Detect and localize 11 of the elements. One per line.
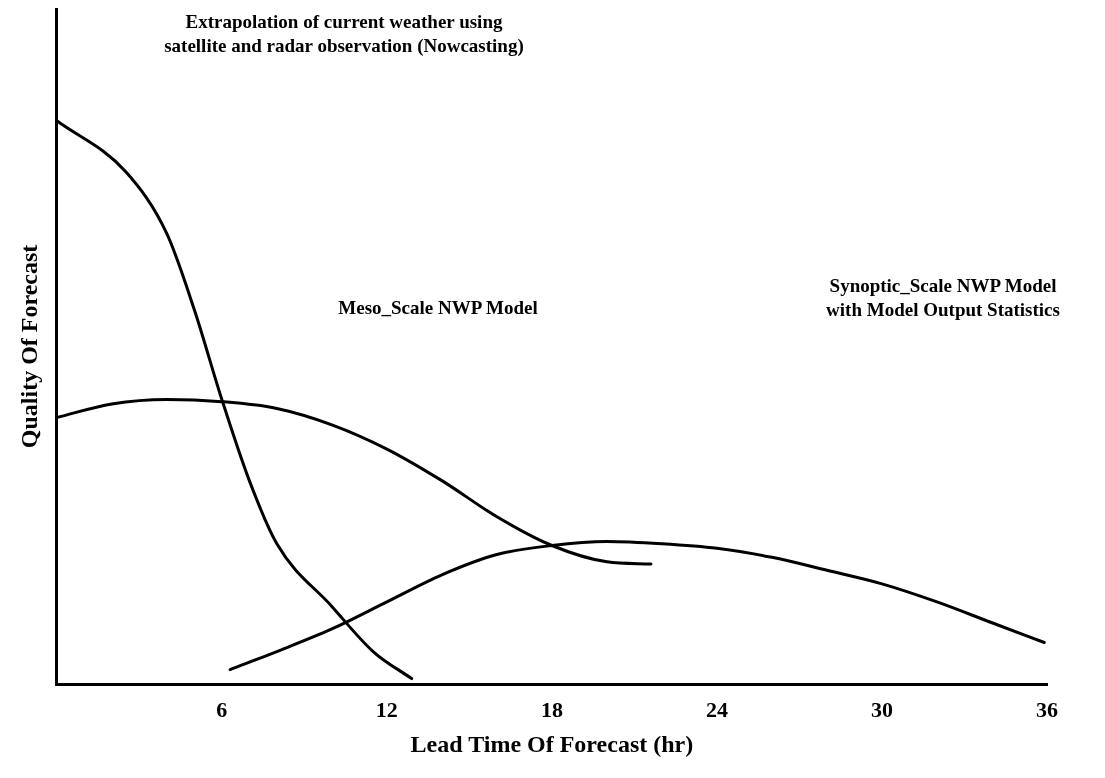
x-tick-label: 24 bbox=[705, 696, 728, 722]
text: Extrapolation of current weather using satellite and radar observation (Nowcasting) bbox=[164, 10, 524, 57]
x-tick-label: 6 bbox=[216, 696, 228, 722]
annotation: Meso_Scale NWP Model bbox=[338, 297, 538, 319]
x-tick-label: 12 bbox=[375, 696, 398, 722]
x-axis-title: Lead Time Of Forecast (hr) bbox=[410, 730, 694, 757]
annotation: Synoptic_Scale NWP Model with Model Output Statistics bbox=[826, 274, 1060, 320]
x-tick-label: 18 bbox=[540, 696, 563, 722]
y-axis-title: Quality Of Forecast bbox=[15, 244, 42, 449]
x-tick-label: 36 bbox=[1036, 696, 1058, 722]
x-tick-label: 30 bbox=[870, 696, 893, 722]
